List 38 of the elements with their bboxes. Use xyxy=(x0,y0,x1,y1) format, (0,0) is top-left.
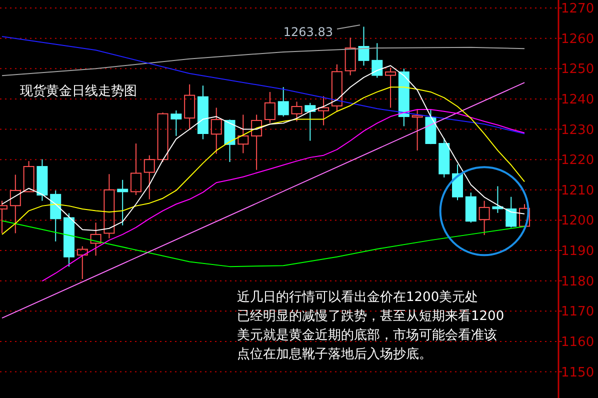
candlestick xyxy=(184,84,196,130)
y-tick-label: 1270 xyxy=(561,2,594,17)
candlestick xyxy=(10,174,21,234)
candlestick xyxy=(318,96,330,126)
y-tick-label: 1180 xyxy=(561,274,594,290)
annotation: 美元就是黄金近期的底部，市场可能会看准该 xyxy=(237,327,497,343)
y-tick-label: 1260 xyxy=(561,32,594,47)
y-tick-label: 1200 xyxy=(561,214,594,229)
line-series xyxy=(2,46,526,76)
candlestick xyxy=(117,179,128,226)
candlestick xyxy=(210,107,222,154)
candlestick xyxy=(130,142,142,196)
y-tick-label: 1150 xyxy=(561,365,594,380)
line-series xyxy=(2,36,526,134)
y-tick-label: 1210 xyxy=(561,183,594,198)
annotation: 1263.83 xyxy=(283,25,333,39)
y-tick-label: 1160 xyxy=(561,334,594,350)
y-tick-label: 1250 xyxy=(561,62,594,78)
annotation: 近几日的行情可以看出金价在1200美元处 xyxy=(237,289,478,305)
candlestick xyxy=(197,85,208,140)
candlestick xyxy=(344,37,356,76)
candlestick xyxy=(104,174,115,239)
annotation: 点位在加息靴子落地后入场抄底。 xyxy=(237,347,432,362)
annotation: 已经明显的减慢了跌势，甚至从短期来看1200 xyxy=(237,309,504,324)
y-tick-label: 1170 xyxy=(561,304,594,320)
candlestick xyxy=(385,67,396,108)
y-tick-label: 1230 xyxy=(561,122,594,138)
text: 现货黄金日线走势图 xyxy=(20,84,137,99)
candlestick xyxy=(36,158,48,202)
y-tick-label: 1220 xyxy=(561,153,594,168)
y-tick-label: 1190 xyxy=(561,244,594,260)
candlestick xyxy=(264,91,276,124)
candlestick xyxy=(238,114,249,154)
candlestick xyxy=(398,68,410,127)
line-series xyxy=(42,109,526,282)
candlestick xyxy=(251,114,262,170)
y-tick-label: 1240 xyxy=(561,92,594,108)
candlestick xyxy=(90,222,102,256)
